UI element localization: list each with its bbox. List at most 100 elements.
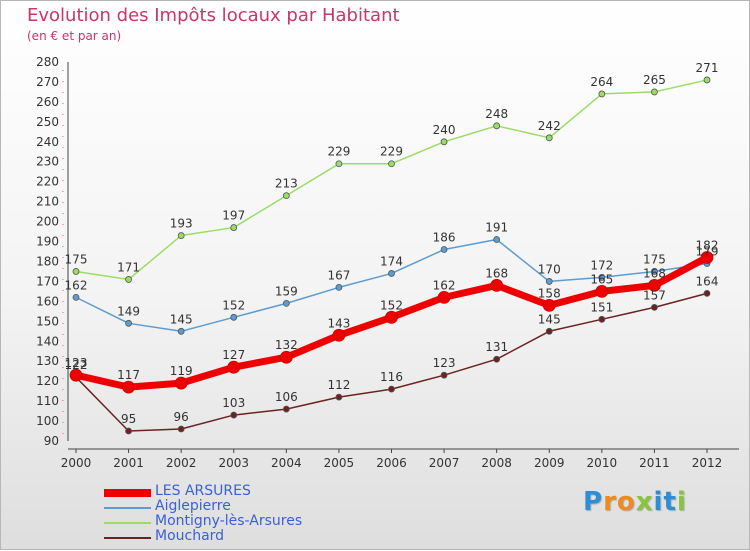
- data-point: [703, 289, 711, 297]
- data-point: [72, 268, 80, 275]
- data-point: [651, 303, 658, 311]
- data-point: [282, 405, 290, 413]
- data-label: 197: [222, 209, 245, 223]
- y-tick-label: 160: [36, 294, 59, 308]
- data-point: [230, 411, 238, 419]
- data-point: [651, 268, 658, 275]
- legend-item: LES ARSURES: [104, 483, 364, 500]
- y-tick-label: 120: [36, 374, 59, 388]
- data-point: [598, 274, 606, 281]
- data-label: 164: [696, 274, 719, 288]
- data-point: [125, 276, 132, 283]
- legend-item: Aiglepierre: [104, 498, 364, 515]
- x-tick-label: 2011: [639, 456, 670, 470]
- data-point: [440, 246, 448, 253]
- data-label: 265: [643, 73, 666, 87]
- y-tick-label: 260: [36, 95, 59, 109]
- data-label: 242: [538, 119, 561, 133]
- data-label: 175: [65, 252, 88, 266]
- series-line-2: [75, 79, 708, 281]
- data-point: [490, 279, 504, 292]
- y-tick-label: 210: [36, 195, 59, 209]
- data-point: [700, 251, 714, 264]
- data-point: [440, 371, 448, 379]
- chart-legend: LES ARSURES Aiglepierre Montigny-lès-Arsur…: [104, 483, 364, 545]
- data-point: [282, 192, 290, 200]
- data-point: [651, 88, 658, 96]
- proxiti-logo: Proxiti: [583, 487, 687, 517]
- data-label: 168: [485, 266, 508, 280]
- data-point: [493, 236, 501, 243]
- data-point: [598, 90, 606, 98]
- data-label: 96: [174, 410, 189, 424]
- legend-swatch: [104, 507, 151, 509]
- data-label: 240: [433, 123, 456, 137]
- data-label: 171: [117, 260, 140, 274]
- logo-letter: t: [663, 487, 677, 517]
- data-label: 229: [327, 145, 350, 159]
- data-label: 151: [590, 300, 613, 314]
- data-point: [440, 138, 448, 146]
- chart-subtitle: (en € et par an): [27, 29, 122, 43]
- data-label: 95: [121, 412, 136, 426]
- x-tick-label: 2010: [587, 456, 618, 470]
- y-tick-label: 180: [36, 254, 59, 268]
- x-tick-label: 2008: [481, 456, 512, 470]
- data-point: [69, 368, 83, 382]
- x-tick-label: 2005: [324, 456, 355, 470]
- data-label: 186: [433, 231, 456, 245]
- data-point: [279, 350, 293, 364]
- logo-letter: o: [616, 487, 636, 517]
- data-point: [174, 376, 188, 390]
- data-label: 191: [485, 221, 508, 235]
- x-tick-label: 2000: [61, 456, 92, 470]
- data-label: 168: [643, 266, 666, 280]
- y-tick-label: 230: [36, 155, 59, 169]
- chart-title: Evolution des Impôts locaux par Habitant: [27, 5, 400, 26]
- legend-swatch: [104, 522, 151, 524]
- logo-letter: x: [635, 487, 654, 517]
- data-point: [335, 160, 343, 168]
- data-point: [388, 160, 395, 168]
- y-tick-label: 220: [36, 175, 59, 189]
- legend-label: LES ARSURES: [155, 483, 251, 499]
- data-label: 174: [380, 254, 403, 268]
- data-label: 143: [327, 316, 350, 330]
- data-label: 165: [590, 272, 613, 286]
- data-label: 152: [222, 298, 245, 312]
- data-label: 123: [433, 356, 456, 370]
- data-point: [545, 134, 553, 142]
- data-label: 131: [485, 340, 508, 354]
- data-label: 182: [696, 238, 719, 252]
- logo-letter: P: [583, 487, 604, 517]
- y-tick-label: 110: [36, 394, 59, 408]
- data-label: 271: [696, 61, 719, 75]
- y-tick-label: 170: [36, 274, 59, 288]
- y-tick-label: 250: [36, 115, 59, 129]
- data-point: [177, 327, 185, 335]
- y-tick-label: 100: [36, 414, 59, 428]
- data-label: 158: [538, 286, 561, 300]
- data-label: 119: [170, 364, 193, 378]
- x-tick-label: 2003: [218, 456, 249, 470]
- data-label: 213: [275, 177, 298, 191]
- x-tick-label: 2006: [376, 456, 407, 470]
- data-label: 152: [380, 298, 403, 312]
- data-point: [437, 290, 451, 304]
- data-point: [545, 278, 553, 285]
- data-point: [177, 425, 185, 433]
- data-point: [493, 122, 501, 130]
- logo-letter: i: [676, 487, 687, 517]
- x-tick-label: 2012: [692, 456, 723, 470]
- data-point: [72, 293, 80, 301]
- legend-label: Montigny-lès-Arsures: [155, 513, 303, 529]
- data-label: 116: [380, 370, 403, 384]
- y-tick-label: 90: [44, 434, 59, 448]
- data-point: [598, 315, 606, 323]
- data-label: 159: [275, 284, 298, 298]
- data-label: 106: [275, 390, 298, 404]
- legend-swatch: [104, 537, 151, 539]
- data-point: [388, 270, 395, 277]
